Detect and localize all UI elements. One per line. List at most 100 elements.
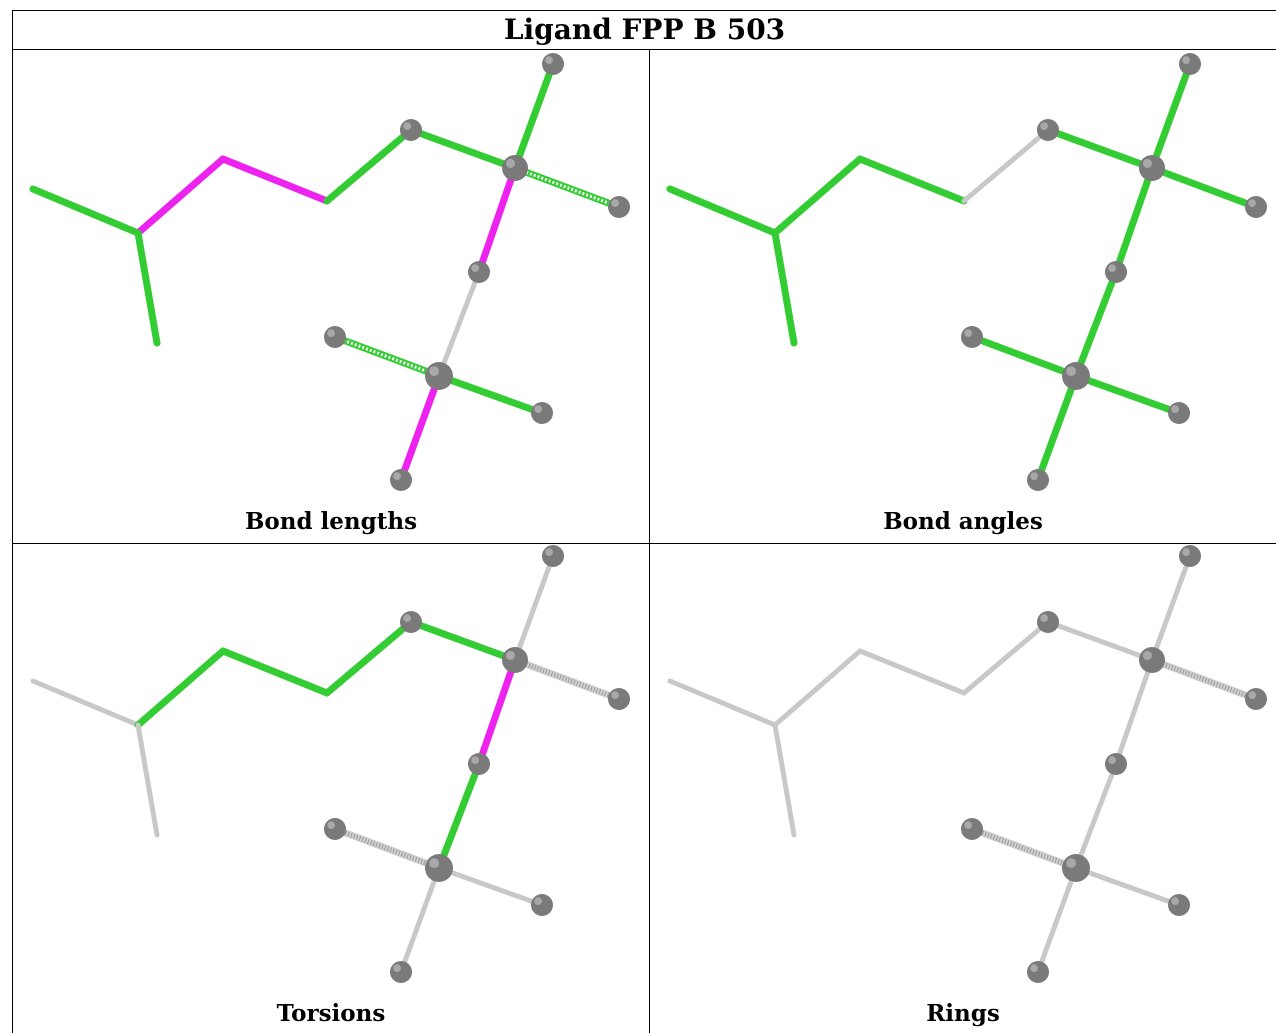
panel-caption: Rings — [926, 1000, 1000, 1027]
atom-m-highlight — [1030, 472, 1038, 480]
atom-j — [425, 854, 453, 882]
atom-j — [425, 362, 453, 390]
atom-e-highlight — [1040, 122, 1048, 130]
bond-b5 — [407, 618, 519, 664]
bond-b9 — [1073, 761, 1119, 871]
atom-f-highlight — [1142, 650, 1152, 660]
atom-g-highlight — [545, 548, 554, 556]
bond-b4 — [961, 127, 1051, 204]
atom-h-highlight — [1248, 199, 1256, 207]
bond-b4 — [323, 618, 415, 697]
atom-f — [502, 155, 528, 181]
bond-b13 — [772, 722, 797, 838]
atom-m-highlight — [1030, 964, 1038, 972]
atom-k — [961, 818, 983, 840]
atom-m-highlight — [393, 472, 401, 480]
atom-h — [608, 196, 630, 218]
panel-torsions: Torsions — [13, 544, 649, 1033]
atom-g-highlight — [1182, 56, 1190, 64]
atom-h — [1245, 688, 1267, 710]
atom-i-highlight — [471, 756, 479, 764]
bond-b7-overlay — [1151, 657, 1257, 702]
atom-j-highlight — [1066, 366, 1076, 376]
panel-rings: Rings — [650, 544, 1276, 1033]
bond-b7 — [1148, 656, 1260, 703]
bond-b4 — [323, 126, 415, 205]
atom-h — [1245, 196, 1267, 218]
bond-b10 — [968, 825, 1080, 872]
bond-b10-overlay — [334, 826, 440, 871]
bond-b10 — [968, 333, 1080, 380]
bond-b5 — [1044, 126, 1156, 172]
bond-b2 — [134, 647, 227, 729]
atom-k-highlight — [327, 821, 335, 829]
bond-b1 — [667, 678, 778, 728]
bond-b13 — [135, 722, 160, 838]
atom-k — [961, 326, 983, 348]
panel-caption: Bond lengths — [244, 508, 418, 535]
bond-b3 — [219, 155, 331, 205]
atom-j-highlight — [429, 366, 439, 376]
bond-b11 — [435, 372, 546, 417]
atom-h-highlight — [611, 691, 620, 699]
bond-b5 — [1045, 619, 1155, 663]
bond-b7-overlay — [514, 657, 620, 702]
atom-i — [468, 261, 490, 283]
bond-b11 — [1073, 865, 1182, 908]
atom-f — [502, 647, 528, 673]
atom-l-highlight — [534, 405, 543, 413]
atom-l — [531, 894, 553, 916]
bond-b4 — [961, 619, 1051, 696]
bond-b2 — [771, 155, 864, 237]
atom-g — [1179, 53, 1201, 75]
panel-bond-angles: Bond angles — [650, 51, 1276, 543]
atom-j — [1062, 362, 1090, 390]
bond-b3 — [857, 648, 967, 696]
atom-g-highlight — [545, 56, 554, 64]
bond-b9 — [1072, 268, 1120, 380]
atom-f-highlight — [505, 158, 515, 168]
atom-g — [542, 545, 564, 567]
bond-b6 — [1149, 553, 1193, 663]
atom-f — [1139, 155, 1165, 181]
bond-b11 — [1072, 372, 1183, 417]
molecule-view — [666, 53, 1267, 491]
bond-b7 — [1148, 164, 1260, 211]
atom-i-highlight — [1108, 264, 1116, 272]
atom-e — [400, 119, 422, 141]
atom-e — [1037, 611, 1059, 633]
atom-m — [390, 469, 412, 491]
atom-j-highlight — [1066, 858, 1076, 868]
atom-m-highlight — [393, 964, 401, 972]
panel-caption: Torsions — [276, 1000, 386, 1027]
bond-b3 — [856, 155, 968, 205]
bond-b9 — [435, 760, 483, 872]
atom-j-highlight — [429, 858, 439, 868]
figure-title: Ligand FPP B 503 — [12, 10, 1276, 50]
atom-h-highlight — [611, 199, 620, 207]
bond-b1 — [30, 678, 141, 728]
bond-b7-overlay — [514, 166, 620, 209]
atom-e-highlight — [1040, 614, 1048, 622]
bond-b11 — [436, 865, 545, 908]
atom-g-highlight — [1182, 548, 1190, 556]
bond-b12 — [398, 865, 442, 975]
bond-b13 — [134, 229, 161, 347]
atom-e — [1037, 119, 1059, 141]
atom-l — [1168, 894, 1190, 916]
molecule-view — [30, 545, 630, 983]
bond-b13 — [771, 229, 798, 347]
atom-l-highlight — [534, 897, 543, 905]
atom-i-highlight — [471, 264, 479, 272]
bond-b7 — [511, 656, 623, 703]
bond-b1 — [29, 185, 142, 237]
bond-b8 — [1112, 164, 1156, 276]
atom-m — [1027, 469, 1049, 491]
bond-b8 — [475, 164, 519, 276]
bond-b10 — [331, 825, 443, 872]
atom-k-highlight — [964, 329, 972, 337]
atom-j — [1062, 854, 1090, 882]
bond-b5 — [407, 126, 519, 172]
row-divider — [12, 543, 1276, 544]
left-border — [12, 50, 13, 1033]
